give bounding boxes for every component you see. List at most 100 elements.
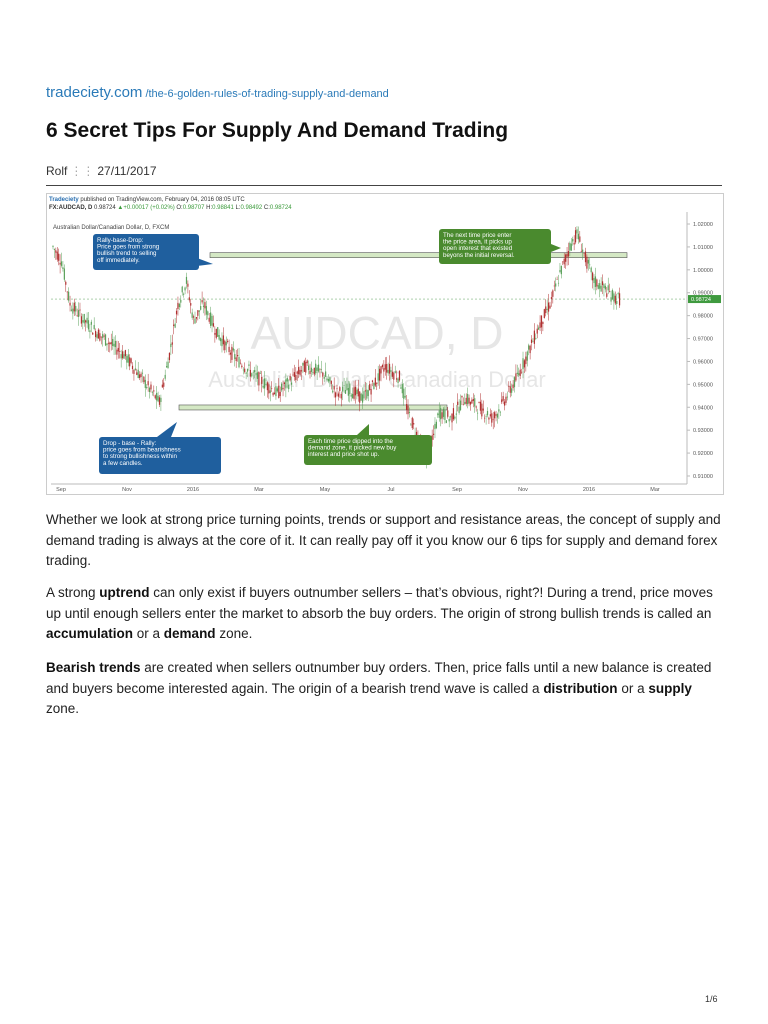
candle-body — [276, 388, 278, 392]
candle-body — [140, 373, 142, 378]
candle-body — [337, 393, 340, 397]
candle-body — [440, 408, 442, 420]
candle-body — [495, 414, 497, 416]
candle-body — [161, 384, 163, 388]
candle-body — [154, 395, 156, 399]
candle-body — [227, 340, 229, 342]
candle-body — [401, 384, 403, 394]
candle-body — [254, 370, 256, 373]
candle-body — [201, 300, 203, 303]
author: Rolf — [46, 164, 68, 178]
candle-body — [217, 327, 219, 337]
candle-body — [237, 355, 239, 357]
candle-body — [215, 328, 217, 338]
candle-body — [604, 285, 606, 290]
candle-body — [563, 258, 565, 265]
candle-body — [160, 397, 162, 402]
candle-body — [292, 374, 294, 376]
candle-body — [476, 412, 479, 414]
candle-body — [485, 416, 487, 417]
candle-body — [273, 392, 276, 395]
candle-body — [251, 373, 253, 377]
candle-body — [522, 358, 524, 370]
candle-body — [573, 242, 575, 245]
candle-body — [53, 249, 56, 250]
candle-body — [342, 386, 344, 392]
candle-body — [232, 348, 234, 351]
candle-body — [255, 372, 257, 376]
candle-body — [245, 372, 247, 374]
candle-body — [462, 404, 464, 406]
open-value: 0.98707 — [182, 205, 205, 211]
candle-body — [596, 279, 598, 287]
candle-body — [262, 386, 264, 388]
candle-body — [123, 354, 125, 359]
candle-body — [200, 306, 202, 310]
candle-body — [400, 387, 402, 389]
candle-body — [569, 242, 571, 251]
candle-body — [235, 357, 237, 362]
candle-body — [364, 390, 366, 392]
candle-body — [617, 293, 619, 295]
candle-body — [603, 284, 605, 289]
candle-body — [305, 362, 307, 373]
candle-body — [309, 370, 311, 374]
candle-body — [330, 380, 332, 384]
candle-body — [323, 377, 325, 379]
candle-body — [116, 349, 118, 355]
candle-body — [601, 281, 604, 286]
candle-body — [489, 414, 491, 417]
candle-body — [319, 368, 321, 370]
candle-body — [374, 377, 376, 386]
candle-body — [607, 285, 609, 291]
candle-body — [52, 246, 54, 248]
candle-body — [572, 239, 574, 242]
callout-next-time-text: the price area, it picks up — [443, 239, 512, 246]
source-site-link[interactable]: tradeciety.com — [46, 84, 143, 101]
candle-body — [99, 333, 101, 341]
callout-drop-base-rally-text: price goes from bearishness — [103, 447, 181, 454]
candle-body — [442, 408, 445, 417]
low-label: L: — [235, 205, 241, 211]
candle-body — [574, 230, 577, 243]
candle-body — [218, 334, 220, 340]
candle-body — [66, 291, 68, 293]
candle-body — [503, 401, 506, 406]
candle-body — [214, 333, 216, 335]
candle-body — [190, 303, 192, 306]
candle-body — [379, 368, 381, 381]
candle-body — [271, 388, 273, 389]
current-price-tag — [688, 295, 721, 304]
bold-distribution: distribution — [543, 680, 618, 696]
candle-body — [516, 372, 518, 374]
candle-body — [143, 376, 145, 383]
candle-body — [435, 421, 437, 429]
candle-body — [501, 399, 503, 403]
candle-body — [258, 372, 260, 386]
candle-body — [555, 283, 557, 287]
source-path-link[interactable]: /the-6-golden-rules-of-trading-supply-an… — [145, 88, 389, 100]
candle-body — [320, 369, 322, 370]
candle-body — [346, 383, 348, 391]
text-span: A strong — [46, 585, 100, 600]
candle-body — [474, 398, 476, 407]
candle-body — [239, 362, 242, 364]
candle-body — [59, 262, 61, 265]
candle-body — [55, 250, 57, 253]
candle-body — [437, 413, 439, 416]
candle-body — [410, 424, 412, 426]
candle-body — [298, 367, 300, 375]
price-tick-label: 1.01000 — [693, 245, 713, 251]
candle-body — [333, 386, 335, 390]
candle-body — [594, 276, 597, 287]
demand-zone-rect — [178, 404, 448, 411]
price-tick-label: 1.02000 — [693, 222, 713, 228]
candle-body — [129, 357, 131, 367]
time-tick-label: Sep — [56, 487, 66, 493]
candle-body — [183, 293, 185, 295]
candle-body — [535, 337, 537, 339]
candle-body — [391, 371, 393, 377]
text-span: or a — [617, 680, 649, 696]
candle-body — [539, 322, 541, 328]
candle-body — [481, 403, 483, 417]
